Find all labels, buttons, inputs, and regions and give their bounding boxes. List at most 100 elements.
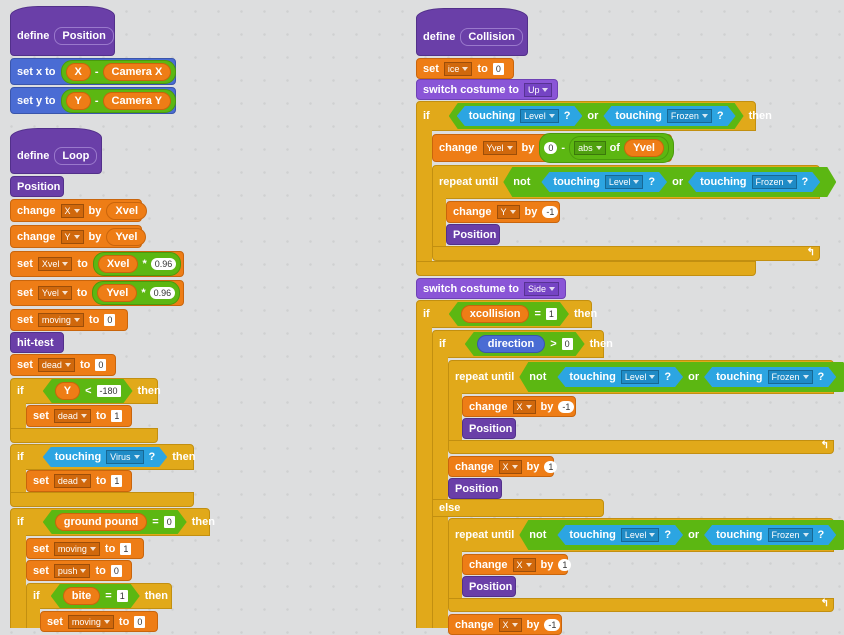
function-dropdown[interactable]: abs	[574, 141, 606, 155]
or-condition[interactable]: touching Level? or touching Frozen?	[535, 170, 826, 194]
var-dropdown[interactable]: ice	[443, 61, 473, 76]
number-input[interactable]: 1	[544, 460, 558, 473]
var-dropdown[interactable]: X	[512, 399, 536, 414]
touching-condition[interactable]: touching Frozen?	[603, 106, 735, 126]
define-position-hat[interactable]: define Position	[10, 6, 115, 56]
equals-condition[interactable]: ground pound = 0	[43, 510, 187, 534]
set-x-block[interactable]: set x to X - Camera X	[10, 58, 177, 85]
sprite-dropdown[interactable]: Level	[605, 175, 644, 189]
number-input[interactable]: 0	[544, 142, 558, 154]
number-input[interactable]: -1	[544, 618, 561, 631]
touching-condition[interactable]: touching Frozen?	[704, 525, 836, 545]
equals-condition[interactable]: bite = 1	[51, 584, 140, 608]
switch-costume-block[interactable]: switch costume to Up	[416, 79, 558, 100]
var-dropdown[interactable]: dead	[53, 409, 91, 423]
if-block[interactable]: if touching Virus? then	[10, 444, 195, 470]
var-dropdown[interactable]: moving	[37, 313, 84, 327]
set-moving-block[interactable]: set moving to 0	[40, 611, 158, 632]
set-push-block[interactable]: set push to 0	[26, 560, 132, 581]
value-input[interactable]: 1	[120, 542, 132, 555]
var-reporter[interactable]: Xvel	[97, 255, 139, 273]
number-input[interactable]: -1	[542, 206, 559, 218]
set-moving-block[interactable]: set moving to 0	[10, 309, 128, 331]
set-moving-block[interactable]: set moving to 1	[26, 538, 144, 559]
define-collision-hat[interactable]: define Collision	[416, 8, 528, 56]
costume-dropdown[interactable]: Side	[523, 281, 559, 296]
repeat-until-block[interactable]: repeat until not touching Level? or touch…	[432, 165, 820, 199]
sprite-dropdown[interactable]: Frozen	[667, 109, 712, 123]
set-yvel-block[interactable]: set Yvel to Yvel * 0.96	[10, 280, 184, 306]
value-input[interactable]: 1	[111, 475, 123, 487]
var-reporter[interactable]: Yvel	[623, 139, 664, 157]
if-block[interactable]: if xcollision = 1 then	[416, 300, 597, 328]
sprite-dropdown[interactable]: Level	[621, 528, 660, 542]
var-reporter[interactable]: X	[65, 62, 91, 81]
value-input[interactable]: 0	[164, 516, 175, 528]
call-position[interactable]: Position	[448, 478, 502, 499]
var-dropdown[interactable]: Yvel	[37, 286, 72, 300]
sprite-dropdown[interactable]: Level	[621, 370, 660, 384]
var-dropdown[interactable]: Xvel	[37, 257, 73, 271]
var-reporter[interactable]: Xvel	[106, 201, 148, 220]
var-reporter[interactable]: Camera X	[102, 62, 172, 81]
set-ice-block[interactable]: set ice to 0	[416, 58, 514, 79]
var-reporter[interactable]: ground pound	[55, 513, 148, 531]
var-dropdown[interactable]: moving	[67, 614, 114, 629]
touching-condition[interactable]: touching Level?	[541, 172, 667, 192]
value-input[interactable]: 0	[134, 615, 146, 628]
if-else-block[interactable]: if direction >0 then	[432, 330, 613, 358]
var-reporter[interactable]: Camera Y	[102, 91, 172, 110]
var-reporter[interactable]: xcollision	[461, 305, 530, 323]
sprite-dropdown[interactable]: Frozen	[768, 528, 813, 542]
sprite-dropdown[interactable]: Virus	[106, 450, 143, 464]
call-position[interactable]: Position	[446, 224, 500, 245]
var-reporter[interactable]: Yvel	[106, 227, 147, 246]
number-input[interactable]: 1	[558, 558, 572, 571]
call-position[interactable]: Position	[462, 576, 516, 597]
var-dropdown[interactable]: dead	[53, 474, 91, 488]
call-position[interactable]: Position	[10, 176, 64, 197]
abs-reporter[interactable]: abs of Yvel	[569, 136, 669, 160]
var-dropdown[interactable]: Yvel	[482, 141, 517, 155]
subtract-reporter[interactable]: Y - Camera Y	[60, 88, 177, 113]
less-than-condition[interactable]: Y < -180	[43, 379, 133, 403]
touching-condition[interactable]: touching Level?	[557, 525, 683, 545]
switch-costume-block[interactable]: switch costume to Side	[416, 278, 566, 299]
multiply-reporter[interactable]: Yvel * 0.96	[92, 281, 181, 305]
var-dropdown[interactable]: dead	[37, 358, 75, 372]
set-dead-block[interactable]: set dead to 0	[10, 354, 116, 376]
greater-than-condition[interactable]: direction >0	[465, 332, 585, 356]
value-input[interactable]: 1	[117, 590, 128, 602]
var-reporter[interactable]: bite	[63, 587, 101, 605]
direction-reporter[interactable]: direction	[477, 335, 545, 353]
change-yvel-block[interactable]: change Yvel by 0- abs of Yvel	[432, 133, 674, 163]
not-condition[interactable]: not touching Level? or touching Frozen?	[519, 362, 844, 392]
var-reporter[interactable]: Yvel	[97, 284, 138, 302]
set-dead-block[interactable]: set dead to 1	[26, 405, 132, 427]
multiply-reporter[interactable]: Xvel * 0.96	[92, 252, 182, 276]
sprite-dropdown[interactable]: Frozen	[768, 370, 813, 384]
equals-condition[interactable]: xcollision = 1	[449, 302, 569, 326]
value-input[interactable]: 0	[95, 359, 107, 371]
call-position[interactable]: Position	[462, 418, 516, 439]
sprite-dropdown[interactable]: Frozen	[752, 175, 797, 189]
if-block[interactable]: if touching Level? or touching Frozen? the…	[416, 101, 772, 131]
touching-condition[interactable]: touching Frozen?	[704, 367, 836, 387]
touching-condition[interactable]: touching Virus?	[43, 447, 168, 467]
repeat-until-block[interactable]: repeat until not touching Level? or touch…	[448, 360, 834, 394]
value-input[interactable]: 0	[562, 338, 573, 350]
value-input[interactable]: 1	[111, 410, 123, 422]
var-dropdown[interactable]: Y	[60, 229, 84, 244]
touching-condition[interactable]: touching Level?	[457, 106, 583, 126]
var-reporter[interactable]: Y	[55, 382, 80, 400]
call-hit-test[interactable]: hit-test	[10, 332, 64, 353]
not-condition[interactable]: not touching Level? or touching Frozen?	[519, 520, 844, 550]
var-dropdown[interactable]: X	[498, 459, 522, 474]
sprite-dropdown[interactable]: Level	[520, 109, 559, 123]
value-input[interactable]: 0	[104, 314, 116, 326]
